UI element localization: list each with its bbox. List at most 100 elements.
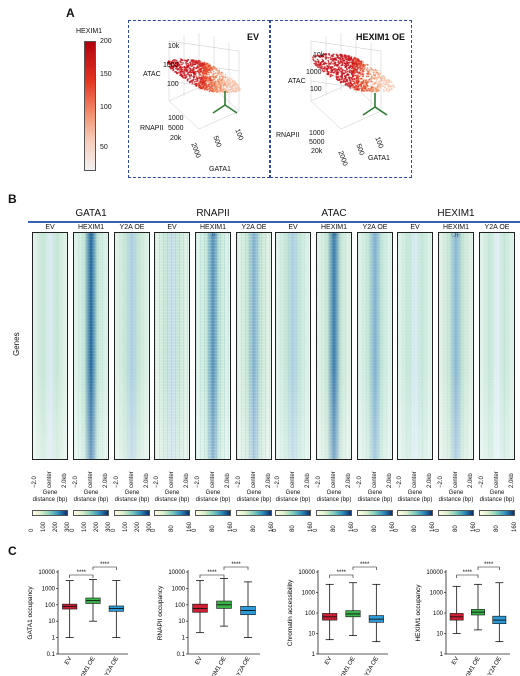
scatter-point bbox=[167, 60, 170, 63]
scatter-point bbox=[223, 88, 226, 90]
scatter-point bbox=[330, 73, 332, 76]
scatter-point bbox=[186, 59, 189, 62]
scatter-point bbox=[348, 59, 351, 62]
heatmap-x-tick: 2.0kb bbox=[509, 473, 515, 488]
heatmap-x-tick: 2.0kb bbox=[62, 473, 68, 488]
heatmap-x-label: Gene distance (bp) bbox=[479, 490, 515, 503]
heatmap-column-label: Y2A OE bbox=[241, 224, 267, 231]
heatmap-cell bbox=[316, 232, 352, 460]
scatter-point bbox=[181, 76, 184, 78]
scatter-point bbox=[187, 72, 189, 75]
scatter-point bbox=[330, 57, 333, 60]
heatmap-colorbar bbox=[357, 510, 393, 516]
heatmap-group-underline bbox=[150, 221, 278, 223]
scatter-point bbox=[229, 77, 231, 79]
scatter-point bbox=[187, 73, 190, 76]
scatter-point bbox=[180, 59, 183, 61]
scatter-point bbox=[201, 85, 204, 88]
scatter-point bbox=[180, 69, 183, 72]
scatter-point bbox=[312, 59, 315, 62]
scatter-point bbox=[205, 88, 208, 90]
scatter-point bbox=[383, 90, 385, 93]
scatter-point bbox=[317, 60, 319, 63]
heatmap-group-title: RNAPII bbox=[196, 208, 230, 219]
scatter-point bbox=[340, 67, 343, 70]
scatter-point bbox=[381, 85, 384, 87]
scatter-point bbox=[323, 53, 325, 56]
scatter-point bbox=[202, 69, 205, 72]
scatter-point bbox=[329, 56, 332, 59]
scatter-point bbox=[193, 74, 195, 76]
scatter-point bbox=[357, 87, 360, 89]
scatter-point bbox=[381, 77, 384, 80]
scatter-point bbox=[361, 65, 363, 67]
scatter-point bbox=[369, 78, 372, 81]
scatter-point bbox=[189, 77, 191, 80]
scatter-point bbox=[335, 73, 338, 76]
scatter-point bbox=[353, 56, 356, 59]
scatter-point bbox=[374, 74, 376, 77]
y-tick-label: 100 bbox=[305, 611, 316, 617]
scatter-point bbox=[199, 68, 201, 71]
scatter-point bbox=[377, 82, 380, 84]
heatmap-colorbar bbox=[438, 510, 474, 516]
heatmap-group-underline bbox=[28, 221, 156, 223]
heatmap-x-tick: −2.0 bbox=[154, 476, 160, 488]
scatter-point bbox=[334, 70, 336, 72]
scatter-point bbox=[317, 54, 320, 57]
scatter-point bbox=[370, 76, 373, 78]
scatter-point bbox=[208, 64, 211, 67]
scatter-point bbox=[202, 74, 205, 77]
scatter-point bbox=[385, 80, 388, 83]
scatter-point bbox=[327, 63, 330, 65]
scatter-point bbox=[357, 66, 360, 69]
scatter-point bbox=[388, 79, 391, 82]
y-tick-label: 0.1 bbox=[47, 652, 56, 658]
scatter-point bbox=[356, 74, 359, 76]
heatmap-cell bbox=[357, 232, 393, 460]
colorbar-tick: 0 bbox=[192, 528, 198, 532]
scatter-point bbox=[194, 60, 197, 63]
heatmap-colorbar bbox=[154, 510, 190, 516]
scatter-point bbox=[363, 79, 366, 81]
scatter-point bbox=[195, 82, 198, 85]
scatter-point bbox=[382, 79, 385, 82]
scatter-point bbox=[235, 83, 238, 86]
scatter-point bbox=[326, 67, 329, 70]
scatter-point bbox=[365, 63, 368, 66]
scatter-point bbox=[352, 62, 355, 64]
scatter-point bbox=[234, 91, 237, 93]
scatter-point bbox=[340, 78, 343, 81]
scatter-point bbox=[235, 87, 238, 89]
scatter-point bbox=[389, 85, 392, 87]
y-tick-label: 10 bbox=[178, 619, 185, 625]
scatter-point bbox=[193, 80, 196, 83]
scatter-point bbox=[193, 59, 196, 62]
scatter-point bbox=[360, 60, 363, 63]
scatter-point bbox=[216, 85, 219, 87]
scatter-point bbox=[329, 75, 332, 78]
scatter-point bbox=[341, 70, 343, 73]
scatter-point bbox=[204, 69, 207, 72]
scatter-point bbox=[375, 90, 377, 93]
scatter-point bbox=[218, 69, 220, 72]
scatter-point bbox=[369, 73, 372, 75]
scatter-point bbox=[341, 73, 344, 75]
heatmap-column-label: Y2A OE bbox=[484, 224, 510, 231]
x-tick-label: HEXIM1 OE bbox=[460, 656, 482, 676]
scatter-point bbox=[365, 86, 368, 89]
scatter-point bbox=[344, 77, 347, 79]
x-tick-label: Y2A OE bbox=[364, 656, 380, 676]
scatter-point bbox=[212, 80, 215, 83]
scatter-point bbox=[218, 86, 221, 89]
colorbar-tick: 0 bbox=[476, 528, 482, 532]
scatter-point bbox=[198, 71, 201, 74]
scatter-point bbox=[222, 85, 225, 88]
x-tick-label: EV bbox=[324, 656, 333, 666]
y-axis-label: GATA1 occupancy bbox=[27, 586, 34, 640]
sig-stars: **** bbox=[484, 562, 494, 568]
ev-plot-title: EV bbox=[247, 32, 260, 42]
heatmap-colorbar bbox=[275, 510, 311, 516]
scatter-point bbox=[190, 59, 193, 61]
scatter-point bbox=[325, 62, 328, 65]
